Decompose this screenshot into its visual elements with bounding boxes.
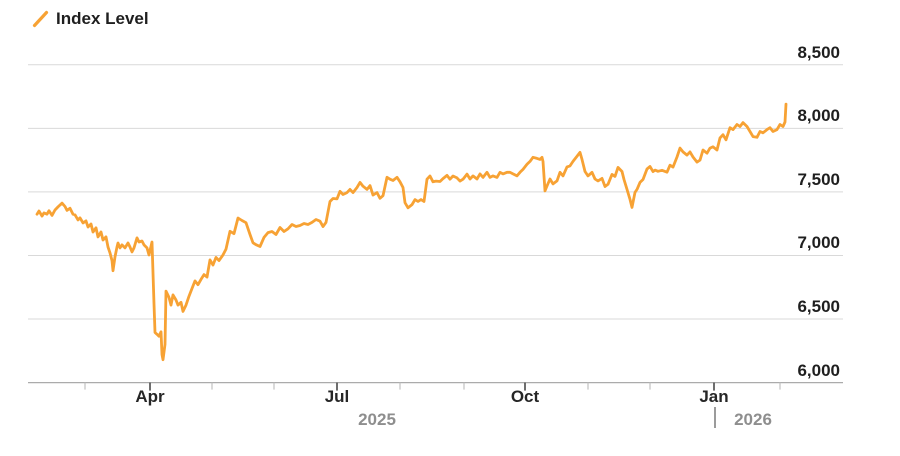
year-label-2026: 2026 [734,410,772,429]
year-boundary-bar [714,407,716,428]
y-axis-label: 8,500 [797,42,840,62]
legend-label: Index Level [56,9,149,28]
y-axis-label: 8,000 [797,106,840,126]
y-axis-label: 7,000 [797,233,840,253]
x-axis-label-jan: Jan [699,387,729,406]
y-axis-label: 7,500 [797,169,840,189]
x-axis-label-oct: Oct [510,387,540,406]
year-label-2025: 2025 [358,410,396,429]
slash-icon [32,10,49,28]
y-axis-label: 6,000 [797,360,840,380]
chart-legend: Index Level [32,8,149,30]
x-axis-label-jul: Jul [324,387,350,406]
index-level-line [35,102,788,362]
y-axis-label: 6,500 [797,297,840,317]
x-axis-label-apr: Apr [135,387,165,406]
